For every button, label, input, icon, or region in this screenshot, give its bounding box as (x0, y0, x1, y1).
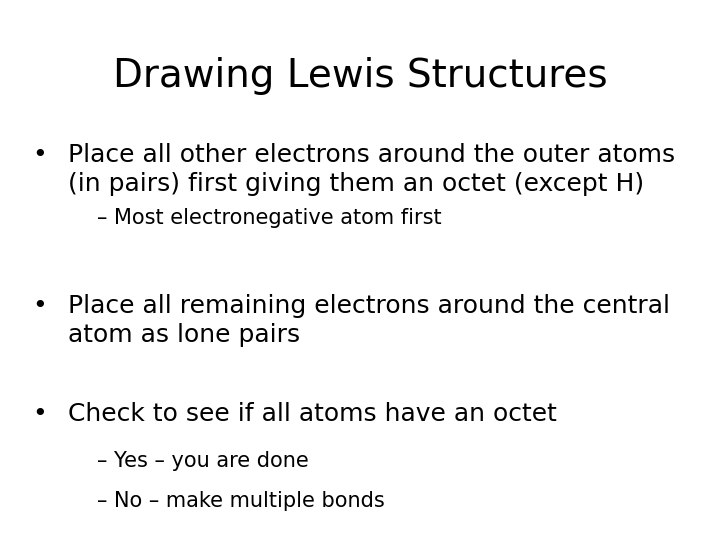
Text: •: • (32, 294, 47, 318)
Text: Drawing Lewis Structures: Drawing Lewis Structures (113, 57, 607, 94)
Text: – Yes – you are done: – Yes – you are done (97, 451, 309, 471)
Text: – No – make multiple bonds: – No – make multiple bonds (97, 491, 385, 511)
Text: •: • (32, 402, 47, 426)
Text: Place all remaining electrons around the central
atom as lone pairs: Place all remaining electrons around the… (68, 294, 670, 347)
Text: – Most electronegative atom first: – Most electronegative atom first (97, 208, 442, 228)
Text: Place all other electrons around the outer atoms
(in pairs) first giving them an: Place all other electrons around the out… (68, 143, 675, 196)
Text: •: • (32, 143, 47, 167)
Text: Check to see if all atoms have an octet: Check to see if all atoms have an octet (68, 402, 557, 426)
